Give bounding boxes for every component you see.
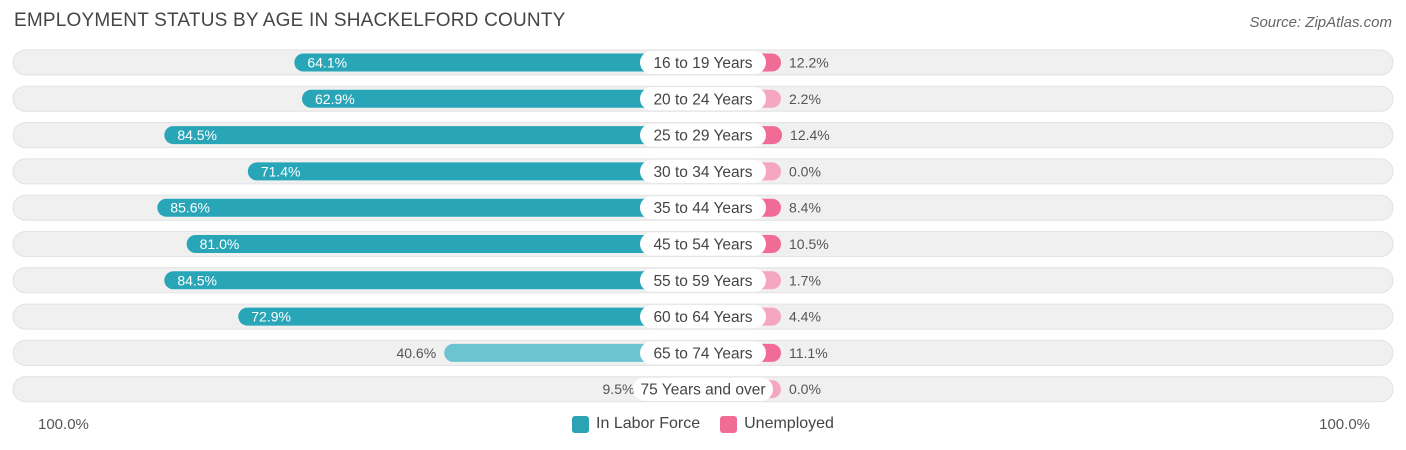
unemployed-value-label: 1.7%	[789, 272, 821, 288]
labor-force-value-label: 62.9%	[315, 91, 355, 107]
category-pill	[640, 196, 766, 220]
labor-force-bar	[444, 343, 703, 362]
category-pill	[640, 123, 766, 147]
category-label: 16 to 19 Years	[653, 55, 752, 72]
category-label: 30 to 34 Years	[653, 164, 752, 181]
legend-item-labor-force[interactable]: In Labor Force	[572, 415, 700, 433]
labor-force-bar	[186, 235, 703, 253]
labor-force-bar	[164, 126, 703, 145]
category-pill	[640, 341, 766, 365]
labor-force-bar	[294, 53, 703, 72]
axis-left-label: 100.0%	[38, 416, 89, 433]
employment-chart: 64.1% 12.2% 16 to 19 Years 62.9% 2.2% 20 to 2…	[12, 49, 1394, 403]
category-label: 45 to 54 Years	[653, 237, 752, 254]
category-label: 65 to 74 Years	[653, 345, 752, 362]
category-pill	[640, 51, 766, 74]
legend-swatch-labor-force	[572, 415, 590, 433]
category-label: 75 Years and over	[641, 382, 766, 399]
category-label: 20 to 24 Years	[653, 91, 752, 108]
unemployed-value-label: 2.2%	[789, 91, 821, 107]
unemployed-value-label: 0.0%	[789, 381, 821, 397]
labor-force-value-label: 85.6%	[170, 200, 210, 216]
legend-item-unemployed[interactable]: Unemployed	[720, 415, 834, 433]
labor-force-value-label: 81.0%	[200, 236, 240, 252]
category-pill	[633, 377, 773, 401]
unemployed-value-label: 12.2%	[789, 55, 829, 71]
legend-label-unemployed: Unemployed	[744, 415, 834, 432]
labor-force-value-label: 84.5%	[177, 272, 217, 288]
labor-force-bar	[247, 162, 703, 181]
unemployed-value-label: 10.5%	[789, 236, 829, 252]
unemployed-value-label: 4.4%	[789, 309, 821, 325]
labor-force-value-label: 72.9%	[251, 309, 291, 325]
labor-force-bar	[157, 198, 704, 217]
category-pill	[640, 87, 766, 111]
category-label: 35 to 44 Years	[653, 200, 752, 217]
category-label: 55 to 59 Years	[653, 273, 752, 290]
unemployed-value-label: 0.0%	[789, 163, 821, 179]
legend-label-labor-force: In Labor Force	[596, 415, 701, 432]
category-pill	[640, 232, 766, 256]
category-label: 60 to 64 Years	[653, 309, 752, 326]
labor-force-value-label: 71.4%	[261, 163, 301, 179]
labor-force-bar	[238, 307, 703, 326]
chart-title: EMPLOYMENT STATUS BY AGE IN SHACKELFORD …	[14, 10, 566, 31]
source-label: Source: ZipAtlas.com	[1249, 14, 1392, 31]
labor-force-value-label: 9.5%	[603, 381, 635, 397]
unemployed-value-label: 8.4%	[789, 200, 821, 216]
category-pill	[640, 159, 766, 183]
legend-swatch-unemployed	[720, 415, 738, 433]
category-label: 25 to 29 Years	[653, 128, 752, 145]
legend: In Labor Force Unemployed	[0, 415, 1406, 433]
unemployed-value-label: 11.1%	[789, 345, 828, 361]
labor-force-bar	[302, 89, 703, 108]
labor-force-bar	[164, 271, 703, 290]
category-pill	[640, 305, 766, 329]
axis-right-label: 100.0%	[1319, 416, 1370, 433]
unemployed-value-label: 12.4%	[790, 127, 830, 143]
labor-force-value-label: 40.6%	[396, 345, 436, 361]
labor-force-value-label: 84.5%	[177, 127, 217, 143]
labor-force-value-label: 64.1%	[307, 55, 347, 71]
category-pill	[640, 268, 766, 292]
